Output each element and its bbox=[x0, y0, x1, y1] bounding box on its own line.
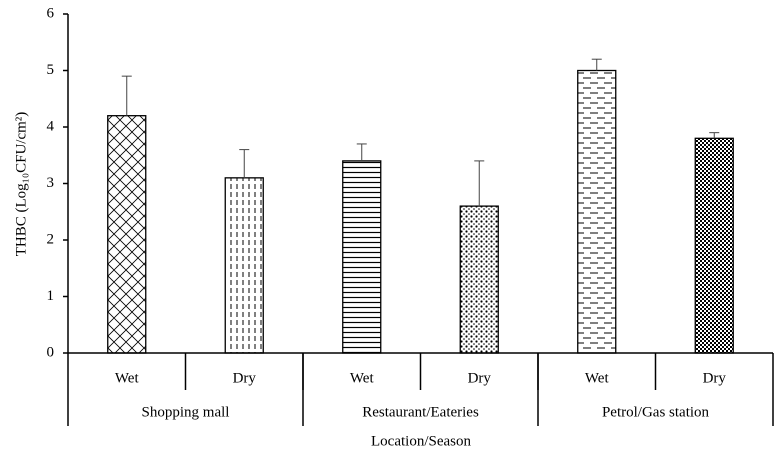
y-tick-label: 6 bbox=[47, 5, 55, 21]
bar bbox=[577, 69, 617, 354]
group-label: Petrol/Gas station bbox=[602, 404, 710, 420]
bar bbox=[224, 177, 264, 354]
x-tick-label: Wet bbox=[115, 370, 140, 386]
bar bbox=[107, 115, 147, 354]
y-axis-title: THBC (Log₁₀CFU/cm²) bbox=[13, 112, 29, 257]
x-tick-label: Dry bbox=[233, 370, 257, 386]
x-tick-label: Wet bbox=[350, 370, 375, 386]
group-label: Restaurant/Eateries bbox=[362, 404, 479, 420]
x-tick-label: Dry bbox=[703, 370, 727, 386]
y-tick-label: 3 bbox=[47, 175, 55, 191]
y-tick-label: 1 bbox=[47, 288, 55, 304]
y-tick-label: 5 bbox=[47, 62, 55, 78]
group-label: Shopping mall bbox=[142, 404, 230, 420]
x-tick-label: Dry bbox=[468, 370, 492, 386]
y-tick-label: 0 bbox=[47, 344, 55, 360]
bar bbox=[342, 160, 382, 354]
bar bbox=[694, 137, 734, 354]
x-tick-label: Wet bbox=[585, 370, 610, 386]
y-tick-label: 2 bbox=[47, 231, 55, 247]
x-axis-title: Location/Season bbox=[371, 433, 471, 449]
bar bbox=[459, 205, 499, 354]
y-tick-label: 4 bbox=[47, 118, 55, 134]
